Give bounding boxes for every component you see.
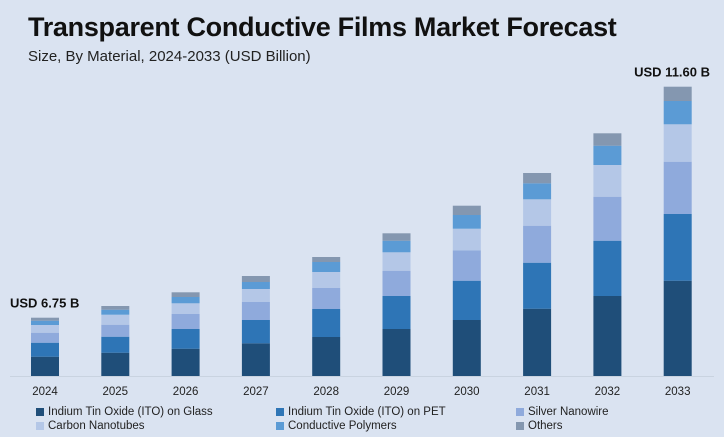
chart-subtitle: Size, By Material, 2024-2033 (USD Billio…: [28, 48, 311, 65]
x-tick-label: 2030: [454, 386, 480, 398]
bar-segment-2030-4: [452, 215, 481, 229]
bar-segment-2024-1: [31, 342, 59, 357]
bar-segment-2025-0: [101, 352, 130, 376]
bar-segment-2025-5: [101, 306, 130, 310]
bar-segment-2027-1: [241, 320, 270, 344]
bar-segment-2025-3: [101, 314, 130, 325]
total-annotation: USD 11.60 B: [634, 65, 710, 80]
x-tick-label: 2027: [243, 386, 269, 398]
bar-segment-2029-4: [382, 240, 411, 253]
legend-label: Silver Nanowire: [528, 406, 609, 418]
bar-segment-2032-4: [593, 145, 622, 165]
bar-segment-2028-2: [312, 288, 341, 309]
bar-segment-2028-4: [312, 262, 341, 272]
bar-segment-2032-0: [593, 296, 622, 376]
bar-segment-2024-0: [31, 356, 59, 376]
bar-segment-2027-5: [241, 276, 270, 282]
bar-segment-2031-2: [523, 225, 552, 263]
bar-segment-2028-1: [312, 309, 341, 337]
legend-swatch: [36, 422, 44, 430]
legend-label: Indium Tin Oxide (ITO) on PET: [288, 406, 446, 418]
legend-item: Silver Nanowire: [516, 406, 716, 418]
bar-segment-2024-2: [31, 332, 59, 343]
bar-segment-2033-5: [663, 86, 692, 101]
bar-segment-2027-4: [241, 282, 270, 289]
bar-segment-2028-3: [312, 272, 341, 288]
bar-segment-2029-2: [382, 270, 411, 296]
legend-swatch: [276, 408, 284, 416]
bar-segment-2026-4: [171, 297, 200, 304]
bar-segment-2031-5: [523, 173, 552, 184]
bar-segment-2024-4: [31, 320, 59, 325]
legend-item: Indium Tin Oxide (ITO) on PET: [276, 406, 516, 418]
legend-swatch: [516, 408, 524, 416]
bar-segment-2025-2: [101, 324, 130, 337]
bar-segment-2031-4: [523, 183, 552, 200]
bar-segment-2033-2: [663, 161, 692, 214]
x-tick-label: 2025: [103, 386, 129, 398]
bar-segment-2032-2: [593, 196, 622, 241]
bar-segment-2031-0: [523, 308, 552, 376]
bar-segment-2030-1: [452, 280, 481, 320]
bar-segment-2030-3: [452, 228, 481, 251]
bar-segment-2027-0: [241, 343, 270, 376]
legend-label: Conductive Polymers: [288, 420, 397, 432]
bar-segment-2026-3: [171, 303, 200, 314]
x-tick-label: 2024: [32, 386, 58, 398]
legend-item: Indium Tin Oxide (ITO) on Glass: [36, 406, 276, 418]
bar-segment-2029-3: [382, 252, 411, 271]
bar-segment-2024-3: [31, 325, 59, 333]
bar-segment-2029-5: [382, 233, 411, 241]
legend-item: Others: [516, 420, 716, 432]
chart-title: Transparent Conductive Films Market Fore…: [28, 12, 617, 42]
total-annotation: USD 6.75 B: [10, 296, 79, 311]
legend-swatch: [276, 422, 284, 430]
bar-segment-2032-3: [593, 165, 622, 197]
legend-swatch: [516, 422, 524, 430]
legend-label: Indium Tin Oxide (ITO) on Glass: [48, 406, 213, 418]
bar-segment-2033-3: [663, 124, 692, 162]
bar-segment-2031-3: [523, 199, 552, 226]
x-tick-label: 2032: [595, 386, 621, 398]
x-tick-label: 2031: [524, 386, 550, 398]
bar-segment-2032-5: [593, 133, 622, 146]
x-tick-label: 2029: [384, 386, 410, 398]
x-tick-label: 2033: [665, 386, 691, 398]
legend-label: Others: [528, 420, 563, 432]
bar-segment-2031-1: [523, 262, 552, 309]
bar-segment-2030-2: [452, 250, 481, 281]
bar-segment-2028-5: [312, 257, 341, 262]
bar-segment-2030-5: [452, 205, 481, 215]
x-tick-label: 2028: [313, 386, 339, 398]
legend-item: Carbon Nanotubes: [36, 420, 276, 432]
legend-item: Conductive Polymers: [276, 420, 516, 432]
bar-segment-2027-3: [241, 289, 270, 302]
bar-segment-2033-1: [663, 214, 692, 281]
bar-segment-2025-4: [101, 309, 130, 315]
bar-segment-2026-5: [171, 292, 200, 297]
bar-segment-2026-1: [171, 329, 200, 349]
bar-segment-2033-0: [663, 280, 692, 376]
bar-segment-2033-4: [663, 101, 692, 125]
legend-swatch: [36, 408, 44, 416]
bar-segment-2029-1: [382, 296, 411, 329]
bar-segment-2026-2: [171, 314, 200, 329]
x-tick-label: 2026: [173, 386, 199, 398]
bar-segment-2027-2: [241, 302, 270, 320]
bar-segment-2024-5: [31, 317, 59, 321]
bar-segment-2032-1: [593, 240, 622, 296]
bar-segment-2026-0: [171, 348, 200, 376]
legend: Indium Tin Oxide (ITO) on Glass Indium Ti…: [36, 406, 716, 432]
bar-segment-2025-1: [101, 336, 130, 353]
legend-label: Carbon Nanotubes: [48, 420, 145, 432]
bar-segment-2029-0: [382, 329, 411, 376]
bar-segment-2028-0: [312, 337, 341, 376]
bar-segment-2030-0: [452, 320, 481, 376]
